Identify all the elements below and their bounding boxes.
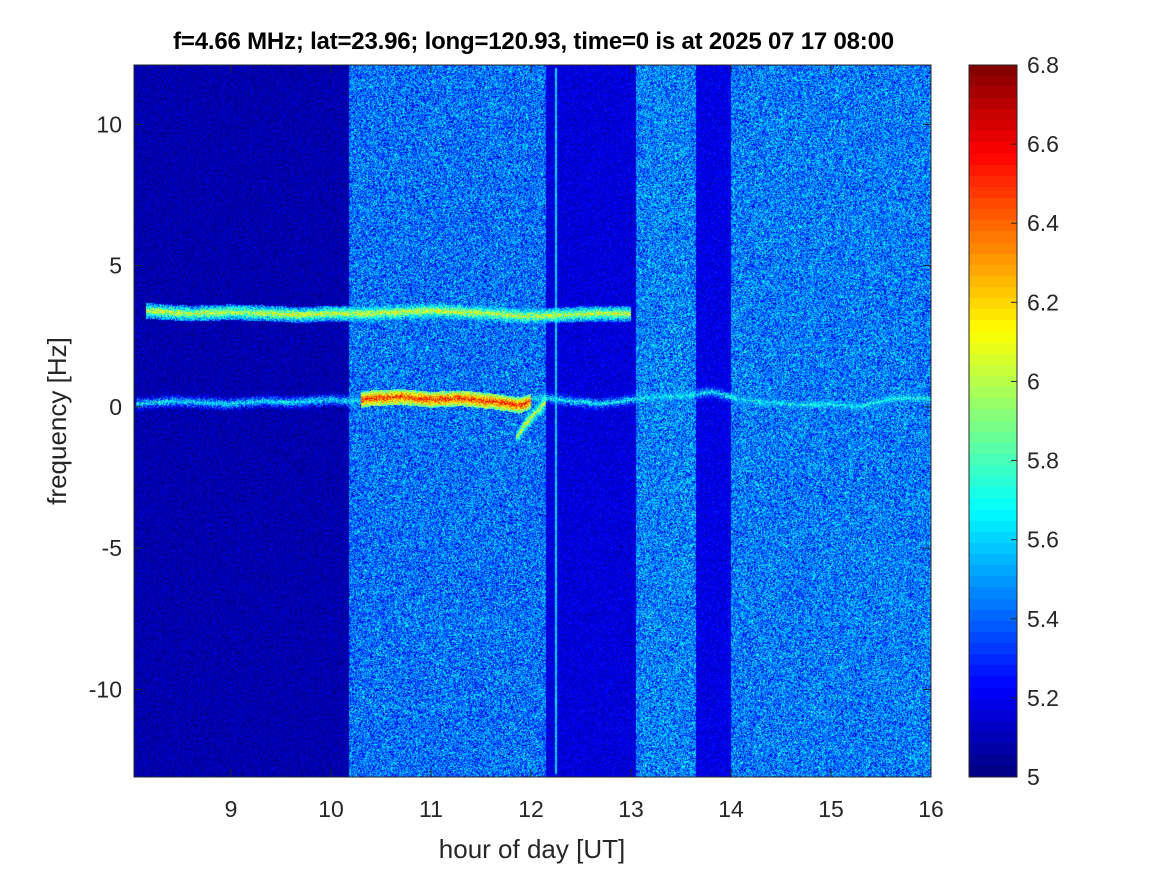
x-axis-ticks: 9 10 11 12 13 14 15 16 — [225, 65, 944, 822]
x-tick-label: 10 — [318, 796, 344, 822]
colorbar-frame — [968, 64, 1018, 778]
y-tick-label: 0 — [109, 394, 122, 420]
y-tick-label: -5 — [102, 535, 122, 561]
plot-frame — [133, 64, 932, 778]
colorbar-tick-label: 5.8 — [1027, 448, 1059, 474]
x-axis-label: hour of day [UT] — [439, 834, 625, 864]
x-tick-label: 12 — [518, 796, 544, 822]
colorbar-ticks: 6.8 6.6 6.4 6.2 6 5.8 5.6 5.4 5.2 5 — [1011, 52, 1059, 790]
y-axis-label: frequency [Hz] — [42, 337, 72, 505]
colorbar-tick-label: 6.6 — [1027, 131, 1059, 157]
colorbar-gradient — [969, 65, 1017, 777]
y-axis-ticks: 10 5 0 -5 -10 — [89, 111, 931, 702]
colorbar-tick-label: 5.2 — [1027, 685, 1059, 711]
y-tick-label: -10 — [89, 676, 122, 702]
y-tick-label: 5 — [109, 253, 122, 279]
spectrogram-image — [134, 65, 931, 777]
x-tick-label: 11 — [419, 796, 443, 822]
colorbar-tick-label: 6.8 — [1027, 52, 1059, 78]
colorbar-tick-label: 5.6 — [1027, 527, 1059, 553]
x-tick-label: 15 — [818, 796, 844, 822]
x-tick-label: 13 — [618, 796, 644, 822]
y-tick-label: 10 — [96, 111, 122, 137]
x-tick-label: 9 — [225, 796, 238, 822]
x-tick-label: 16 — [918, 796, 944, 822]
colorbar-tick-label: 5 — [1027, 764, 1040, 790]
plot-title: f=4.66 MHz; lat=23.96; long=120.93, time… — [173, 28, 894, 55]
colorbar-tick-label: 6.2 — [1027, 289, 1059, 315]
colorbar-tick-label: 5.4 — [1027, 606, 1059, 632]
colorbar-tick-label: 6.4 — [1027, 210, 1059, 236]
colorbar-tick-label: 6 — [1027, 368, 1040, 394]
x-tick-label: 14 — [718, 796, 744, 822]
